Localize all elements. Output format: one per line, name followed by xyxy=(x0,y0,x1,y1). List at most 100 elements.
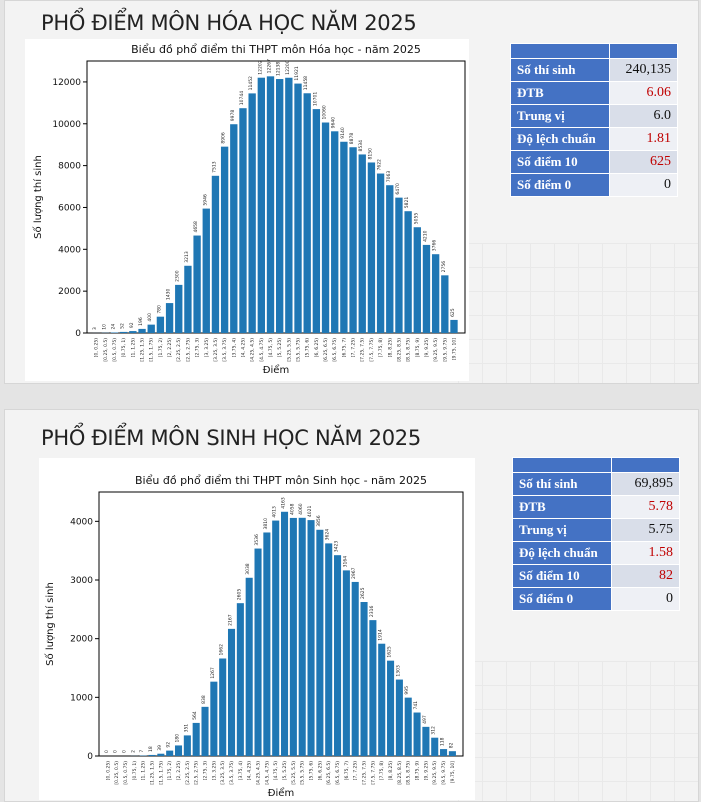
x-tick-label: [4.5, 4.75) xyxy=(259,338,265,362)
x-axis-label: Điểm xyxy=(268,786,294,799)
bar-value-label: 7063 xyxy=(386,171,392,183)
bar xyxy=(166,751,173,756)
bar-value-label: 92 xyxy=(166,742,172,748)
x-tick-label: [0.5, 0.75) xyxy=(123,761,129,785)
bar-value-label: 12200 xyxy=(285,60,291,74)
x-tick-label: [8.25, 8.5) xyxy=(397,761,403,785)
x-tick-label: [0, 0.25) xyxy=(94,338,100,357)
bar xyxy=(387,661,394,756)
bar-value-label: 741 xyxy=(413,701,419,710)
bar xyxy=(219,658,226,756)
x-tick-label: [6.75, 7) xyxy=(341,338,347,357)
bar xyxy=(272,521,279,756)
bar-value-label: 4021 xyxy=(307,506,313,518)
x-tick-label: [6, 6.25) xyxy=(314,338,320,357)
bar-value-label: 3213 xyxy=(184,251,190,263)
bar xyxy=(246,578,253,756)
bar-value-label: 8150 xyxy=(367,148,373,160)
bar-value-label: 312 xyxy=(431,726,437,735)
bar xyxy=(325,543,332,756)
bar xyxy=(352,582,359,756)
x-tick-label: [9, 9.25) xyxy=(423,761,429,780)
x-tick-label: [2.5, 2.75) xyxy=(185,338,191,362)
x-tick-label: [9.75, 10] xyxy=(451,338,457,360)
bar xyxy=(334,555,341,756)
bar xyxy=(322,123,329,333)
x-tick-label: [6.5, 6.75) xyxy=(335,761,341,785)
x-tick-label: [6.75, 7) xyxy=(344,761,350,780)
x-tick-label: [7.25, 7.5) xyxy=(360,338,366,362)
stat-label: Số điểm 0 xyxy=(513,588,612,611)
bar-value-label: 3 xyxy=(92,327,98,330)
x-tick-label: [3.25, 3.5) xyxy=(213,338,219,362)
bar xyxy=(184,266,191,333)
x-tick-label: [5.75, 6) xyxy=(305,338,311,357)
bar-value-label: 7622 xyxy=(377,159,383,171)
bar-value-label: 9978 xyxy=(230,110,236,122)
bar xyxy=(175,285,182,333)
stat-value: 0 xyxy=(610,174,678,197)
stat-value: 82 xyxy=(612,565,680,588)
bar xyxy=(313,109,320,333)
x-tick-label: [3.5, 3.75) xyxy=(222,338,228,362)
stat-label: Số điểm 10 xyxy=(513,565,612,588)
chart-title: Biểu đồ phổ điểm thi THPT môn Hóa học - … xyxy=(131,43,421,56)
stat-value: 69,895 xyxy=(612,473,680,496)
y-axis-label: Số lượng thí sinh xyxy=(44,582,56,666)
x-tick-label: [1.25, 1.5) xyxy=(150,761,156,785)
bar-value-label: 5946 xyxy=(202,194,208,206)
x-tick-label: [8.25, 8.5) xyxy=(396,338,402,362)
bar xyxy=(450,320,457,333)
y-tick-label: 2000 xyxy=(70,635,93,645)
x-tick-label: [4.75, 5) xyxy=(273,761,279,780)
table-header-cell xyxy=(612,458,680,473)
bar xyxy=(316,530,323,756)
y-axis-label: Số lượng thí sinh xyxy=(32,155,44,239)
bar-value-label: 2167 xyxy=(228,614,234,626)
bar-value-label: 1625 xyxy=(387,646,393,658)
x-tick-label: [5.5, 5.75) xyxy=(296,338,302,362)
bar xyxy=(120,332,127,333)
bar-value-label: 995 xyxy=(404,686,410,695)
bar xyxy=(414,713,421,756)
bar xyxy=(377,174,384,333)
bar xyxy=(349,147,356,333)
y-tick-label: 8000 xyxy=(58,162,81,172)
x-tick-label: [0.25, 0.5) xyxy=(103,338,109,362)
stat-label: Độ lệch chuẩn xyxy=(513,542,612,565)
table-header-cell xyxy=(610,44,678,59)
bar-value-label: 52 xyxy=(120,323,126,329)
bar xyxy=(395,198,402,333)
bar xyxy=(285,78,292,333)
bar-value-label: 12267 xyxy=(266,59,272,73)
bar xyxy=(193,723,200,756)
y-tick-label: 10000 xyxy=(52,120,81,130)
x-tick-label: [8.5, 8.75) xyxy=(406,338,412,362)
x-tick-label: [3.25, 3.5) xyxy=(220,761,226,785)
bar xyxy=(201,707,208,756)
bar-value-label: 9640 xyxy=(331,117,337,129)
bar-value-label: 3423 xyxy=(334,541,340,553)
x-tick-label: [7.5, 7.75) xyxy=(370,761,376,785)
x-tick-label: [3, 3.25) xyxy=(211,761,217,780)
bar xyxy=(210,682,217,756)
bar-value-label: 11921 xyxy=(294,66,300,80)
bar xyxy=(175,745,182,756)
x-tick-label: [5, 5.25) xyxy=(277,338,283,357)
x-tick-label: [9.25, 9.5) xyxy=(433,338,439,362)
biology-chart: Biểu đồ phổ điểm thi THPT môn Sinh học -… xyxy=(39,458,475,800)
x-tick-label: [6, 6.25) xyxy=(317,761,323,780)
bar-value-label: 0 xyxy=(122,750,128,753)
x-tick-label: [4, 4.25) xyxy=(240,338,246,357)
stat-label: Trung vị xyxy=(511,105,610,128)
stat-value: 240,135 xyxy=(610,59,678,82)
bar-value-label: 351 xyxy=(183,724,189,733)
bar-value-label: 0 xyxy=(113,750,119,753)
